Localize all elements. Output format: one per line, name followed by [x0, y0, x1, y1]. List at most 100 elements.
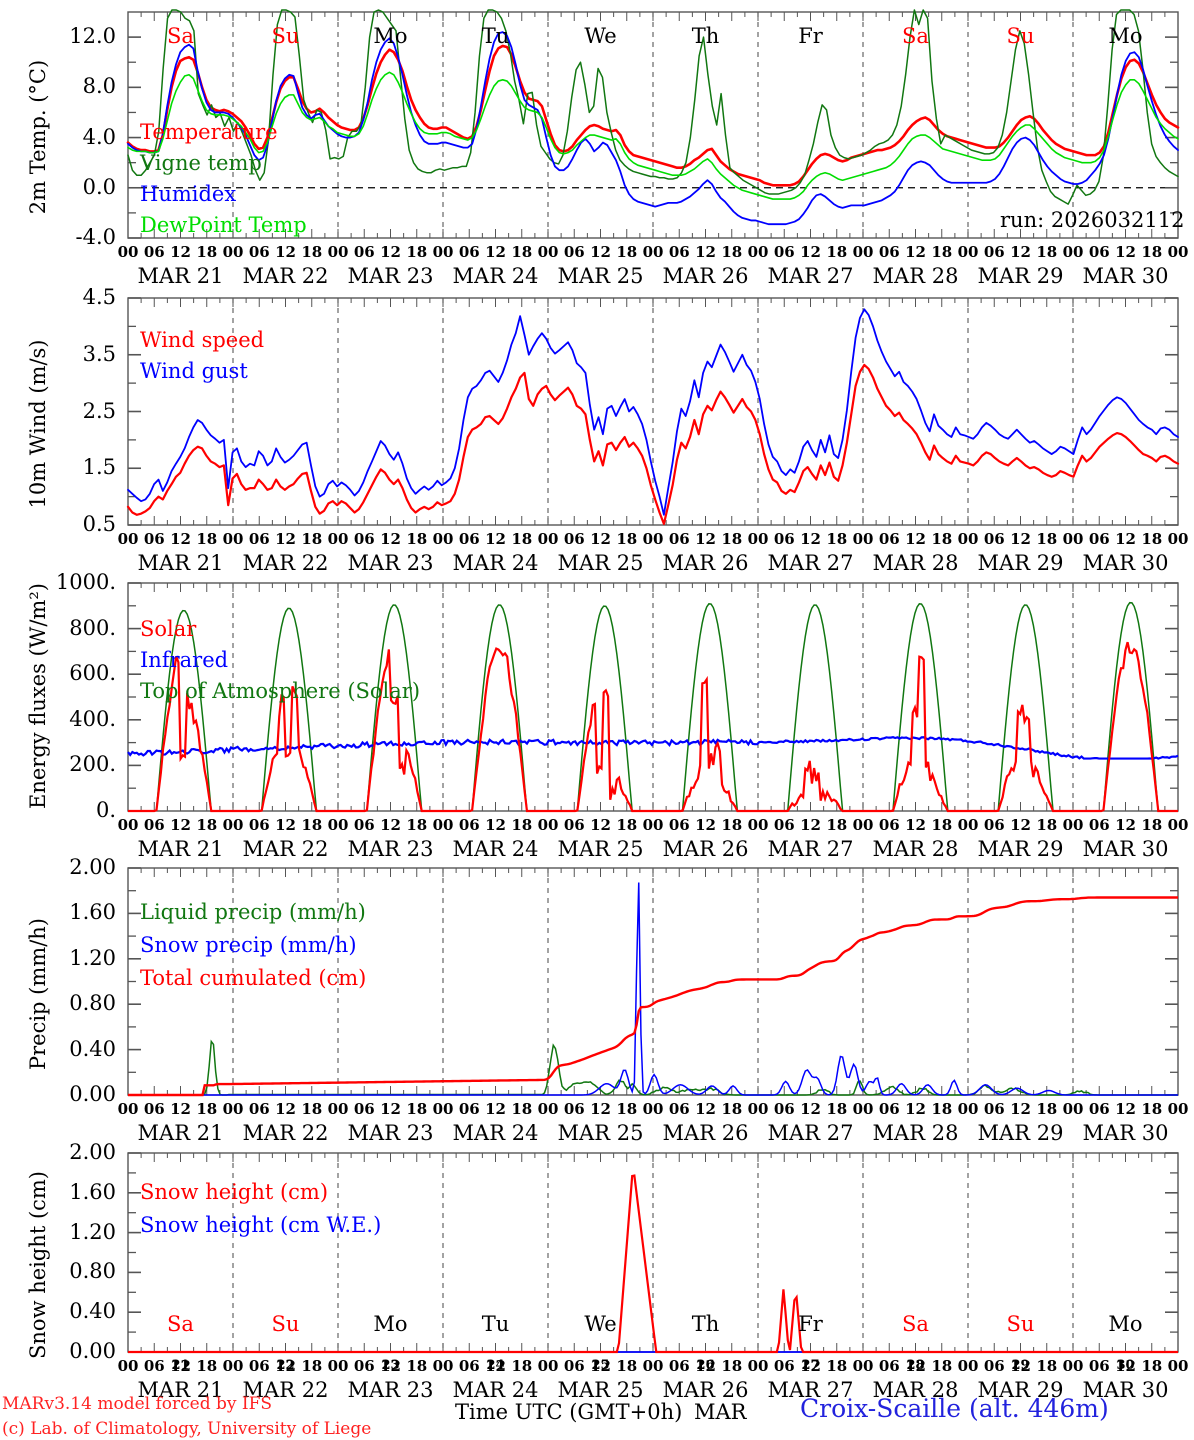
legend-wind-gust: Wind gust [140, 359, 248, 383]
xtick-hour: 12 [275, 816, 296, 834]
dow-label-top: Su [1006, 24, 1035, 48]
xtick-hour: 12 [800, 243, 821, 261]
xtick-hour: 00 [117, 1357, 139, 1375]
xtick-hour: 12 [1010, 530, 1031, 548]
xtick-hour: 06 [773, 530, 795, 548]
xtick-hour: 12 [380, 243, 401, 261]
xtick-hour: 18 [406, 1100, 428, 1118]
ytick-label: 1.60 [69, 1179, 116, 1204]
xtick-day: MAR 24 [452, 1121, 539, 1145]
xtick-hour: 00 [327, 1357, 349, 1375]
xtick-daynumber: 29 [1011, 1358, 1030, 1373]
dow-label-bottom: Mo [373, 1312, 408, 1336]
ytick-label: 2.5 [82, 398, 116, 423]
xtick-hour: 00 [957, 816, 979, 834]
xtick-day: MAR 27 [767, 264, 854, 288]
dow-label-bottom: Sa [167, 1312, 194, 1336]
xtick-hour: 00 [642, 243, 664, 261]
station-label: Croix-Scaille (alt. 446m) [800, 1394, 1109, 1423]
legend-infrared: Infrared [140, 648, 229, 672]
xtick-hour: 18 [301, 1357, 323, 1375]
xtick-hour: 12 [905, 243, 926, 261]
legend-total-cumulated-cm-: Total cumulated (cm) [140, 966, 367, 990]
xtick-daynumber: 28 [906, 1358, 925, 1373]
xtick-day: MAR 26 [662, 551, 749, 575]
xtick-hour: 06 [248, 1357, 270, 1375]
ytick-label: 0.00 [69, 1082, 116, 1106]
xtick-hour: 18 [301, 243, 323, 261]
xtick-hour: 12 [1115, 816, 1136, 834]
xtick-day: MAR 24 [452, 551, 539, 575]
xtick-hour: 18 [196, 530, 218, 548]
xtick-hour: 00 [537, 1100, 559, 1118]
xtick-day: MAR 26 [662, 837, 749, 861]
xtick-hour: 06 [143, 243, 165, 261]
xtick-hour: 06 [773, 243, 795, 261]
xtick-hour: 12 [1115, 1357, 1136, 1375]
xtick-hour: 12 [800, 530, 821, 548]
xtick-hour: 00 [327, 816, 349, 834]
xtick-daynumber: 27 [801, 1358, 820, 1373]
ytick-label: 0. [95, 798, 116, 822]
xtick-hour: 12 [1115, 530, 1136, 548]
ytick-label: 1.20 [69, 945, 116, 970]
xtick-hour: 00 [222, 1357, 244, 1375]
dow-label-top: Fr [798, 24, 823, 48]
xtick-day: MAR 29 [977, 264, 1064, 288]
dow-label-top: Mo [373, 24, 408, 48]
xtick-hour: 00 [957, 1100, 979, 1118]
xtick-hour: 18 [301, 530, 323, 548]
xtick-hour: 00 [222, 243, 244, 261]
dow-label-bottom: Mo [1108, 1312, 1143, 1336]
xtick-hour: 06 [983, 243, 1005, 261]
xtick-hour: 12 [1010, 816, 1031, 834]
xtick-day: MAR 25 [557, 1121, 644, 1145]
model-credit-line2: (c) Lab. of Climatology, University of L… [2, 1419, 372, 1439]
dow-label-top: Sa [167, 24, 194, 48]
xtick-hour: 06 [458, 1100, 480, 1118]
xtick-hour: 12 [590, 530, 611, 548]
xtick-daynumber: 25 [591, 1358, 610, 1373]
xtick-hour: 12 [170, 1100, 191, 1118]
xtick-day: MAR 24 [452, 837, 539, 861]
xtick-hour: 12 [800, 816, 821, 834]
xtick-daynumber: 26 [696, 1358, 715, 1373]
ytick-label: 4.5 [82, 285, 116, 309]
xtick-day: MAR 21 [137, 837, 224, 861]
xtick-hour: 00 [222, 1100, 244, 1118]
xtick-hour: 12 [1010, 1357, 1031, 1375]
legend-temperature: Temperature [140, 120, 278, 144]
xtick-day: MAR 25 [557, 264, 644, 288]
xtick-day: MAR 23 [347, 1121, 434, 1145]
xtick-day: MAR 27 [767, 551, 854, 575]
xtick-hour: 18 [511, 243, 533, 261]
xtick-hour: 00 [1062, 243, 1084, 261]
ytick-label: 200. [69, 752, 116, 777]
xtick-hour: 18 [826, 243, 848, 261]
xtick-hour: 06 [458, 243, 480, 261]
xtick-hour: 00 [117, 1100, 139, 1118]
xtick-day: MAR 27 [767, 837, 854, 861]
xtick-hour: 00 [327, 530, 349, 548]
xtick-hour: 06 [248, 816, 270, 834]
legend-vigne-temp: Vigne temp [140, 151, 262, 175]
xtick-hour: 06 [668, 530, 690, 548]
xtick-day: MAR 25 [557, 1378, 644, 1402]
xtick-hour: 18 [1141, 1100, 1163, 1118]
dow-label-top: Sa [902, 24, 929, 48]
ytick-label: 1000. [55, 570, 116, 594]
xtick-hour: 00 [537, 816, 559, 834]
xtick-hour: 06 [458, 1357, 480, 1375]
xtick-hour: 12 [590, 243, 611, 261]
xtick-day: MAR 28 [872, 1121, 959, 1145]
xtick-hour: 18 [511, 1100, 533, 1118]
xtick-hour: 18 [1036, 1357, 1058, 1375]
xtick-hour: 00 [957, 243, 979, 261]
xtick-hour: 06 [458, 816, 480, 834]
xtick-hour: 06 [248, 1100, 270, 1118]
xtick-hour: 12 [590, 1100, 611, 1118]
xtick-hour: 12 [485, 1357, 506, 1375]
xtick-hour: 06 [248, 243, 270, 261]
xtick-hour: 18 [511, 816, 533, 834]
xtick-hour: 00 [852, 1357, 874, 1375]
